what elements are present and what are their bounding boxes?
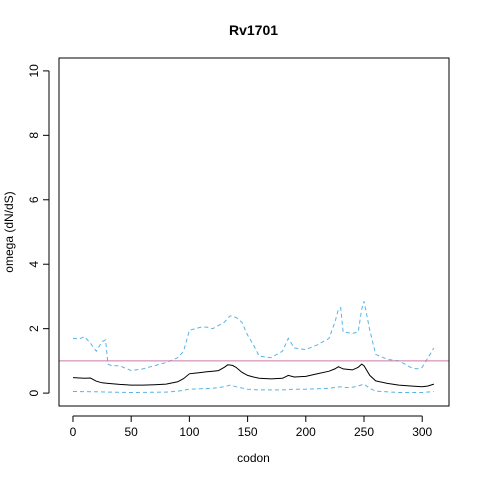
x-tick-label: 300 bbox=[412, 425, 432, 439]
y-tick-label: 4 bbox=[27, 261, 41, 268]
y-axis-label: omega (dN/dS) bbox=[2, 191, 16, 272]
y-tick-label: 8 bbox=[27, 132, 41, 139]
x-axis: 0 50 100 150 200 250 300 bbox=[70, 415, 433, 439]
x-axis-label: codon bbox=[237, 451, 270, 465]
series-line-lower bbox=[72, 383, 434, 394]
x-tick-label: 250 bbox=[354, 425, 374, 439]
chart-title: Rv1701 bbox=[229, 22, 278, 38]
series-line-estimate bbox=[72, 363, 435, 388]
plot-area bbox=[59, 301, 449, 394]
x-tick-label: 50 bbox=[124, 425, 138, 439]
x-tick-label: 150 bbox=[238, 425, 258, 439]
y-axis: 0 2 4 6 8 10 bbox=[27, 64, 50, 396]
y-tick-label: 10 bbox=[27, 64, 41, 78]
x-tick-label: 0 bbox=[70, 425, 77, 439]
plot-frame bbox=[58, 57, 450, 407]
y-tick-label: 2 bbox=[27, 325, 41, 332]
y-tick-label: 0 bbox=[27, 389, 41, 396]
series-line-upper bbox=[72, 301, 435, 372]
x-tick-label: 100 bbox=[179, 425, 199, 439]
x-tick-label: 200 bbox=[296, 425, 316, 439]
y-tick-label: 6 bbox=[27, 196, 41, 203]
